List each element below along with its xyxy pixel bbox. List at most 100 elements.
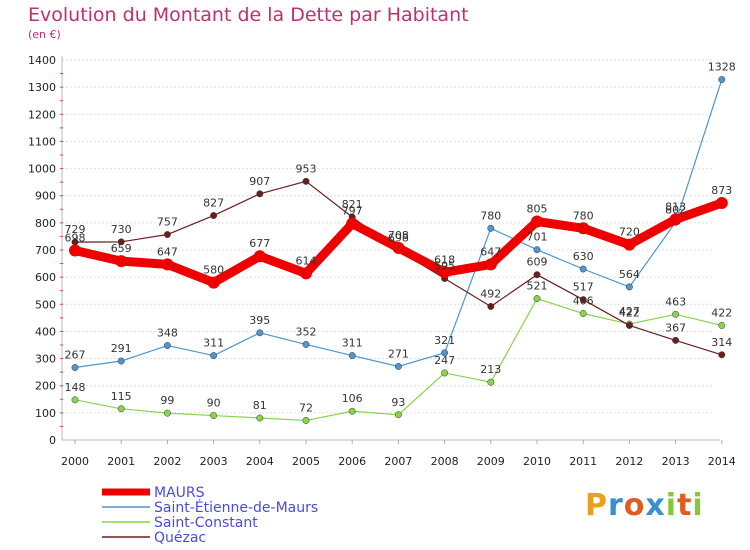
y-tick-label: 900 [35,190,56,203]
data-point [577,222,590,235]
data-label: 1328 [708,61,736,74]
data-point [69,244,81,257]
data-point [718,322,726,329]
data-label: 422 [619,306,640,319]
data-label: 647 [157,245,178,258]
x-tick-label: 2012 [615,455,643,468]
data-label: 630 [573,250,594,263]
data-point [669,213,682,226]
data-label: 348 [157,327,178,340]
data-label: 422 [711,306,732,319]
data-label: 701 [527,231,548,244]
proxiti-logo: Proxiti [585,488,704,523]
data-point [533,295,541,303]
data-label: 580 [203,264,224,277]
data-label: 873 [711,184,732,197]
data-point [394,362,402,370]
data-label: 492 [480,287,501,300]
data-label: 595 [434,260,455,273]
legend: MAURSSaint-Étienne-de-MaursSaint-Constan… [102,485,318,546]
legend-label: MAURS [154,485,205,501]
data-label: 677 [249,237,270,250]
legend-label: Quézac [154,530,206,546]
data-point [533,271,541,279]
data-label: 367 [665,321,686,334]
data-label: 659 [111,242,132,255]
y-tick-label: 500 [35,298,56,311]
data-label: 730 [111,223,132,236]
data-point [117,238,125,246]
data-point [438,266,451,279]
data-label: 953 [296,162,317,175]
data-label: 797 [342,205,363,218]
data-point [71,364,79,371]
chart-title: Evolution du Montant de la Dette par Hab… [28,4,469,26]
data-label: 395 [249,314,270,327]
data-label: 698 [65,232,86,245]
data-point [715,197,728,210]
data-label: 805 [527,203,548,216]
data-label: 311 [203,337,224,350]
y-tick-label: 100 [35,407,56,420]
y-tick-label: 1100 [28,135,56,148]
y-tick-label: 600 [35,271,56,284]
chart-subtitle: (en €) [28,28,61,41]
data-label: 99 [160,394,174,407]
data-point [579,296,587,304]
data-point [625,283,633,291]
data-label: 213 [480,363,501,376]
data-label: 609 [527,256,548,269]
data-label: 72 [299,401,313,414]
data-label: 813 [665,200,686,213]
x-tick-label: 2000 [61,455,89,468]
data-label: 247 [434,354,455,367]
data-point [302,417,310,424]
y-tick-label: 1000 [28,163,56,176]
data-point [256,190,264,198]
y-tick-label: 200 [35,380,56,393]
data-point [487,378,495,386]
x-tick-label: 2011 [569,455,597,468]
data-point [256,329,264,337]
x-tick-label: 2005 [292,455,320,468]
data-point [441,349,449,357]
data-point [115,255,128,268]
data-label: 517 [573,281,594,294]
y-tick-label: 1300 [28,81,56,94]
y-tick-label: 0 [49,434,56,447]
axes: 0 100 200 300 400 500 600 700 800 900 1000 1100 1200… [28,54,736,468]
x-tick-label: 2008 [431,455,459,468]
data-label: 780 [573,209,594,222]
legend-label: Saint-Constant [154,515,258,531]
data-point [210,212,218,219]
data-point [487,303,495,310]
data-point [117,357,125,365]
data-point [117,405,125,413]
y-tick-label: 1400 [28,54,56,67]
data-label: 463 [665,295,686,308]
data-label: 821 [342,198,363,211]
data-label: 427 [619,305,640,318]
data-point [487,224,495,232]
data-point [625,322,633,329]
data-label: 271 [388,347,409,360]
data-point [253,250,266,263]
data-label: 720 [619,226,640,239]
data-point [348,407,356,415]
data-point [256,414,264,422]
data-point [484,258,497,271]
y-tick-label: 800 [35,217,56,230]
data-point [348,352,356,360]
data-point [441,369,449,377]
data-point [163,409,171,417]
data-point [300,267,312,280]
x-tick-label: 2013 [662,455,690,468]
x-tick-label: 2010 [523,455,551,468]
data-point [533,246,541,254]
data-label: 267 [65,349,86,362]
data-label: 708 [388,229,409,242]
data-point [346,217,359,230]
data-labels: 698 659 647 580 677 614 797 708 618 647 805 780 720 8… [65,61,736,415]
